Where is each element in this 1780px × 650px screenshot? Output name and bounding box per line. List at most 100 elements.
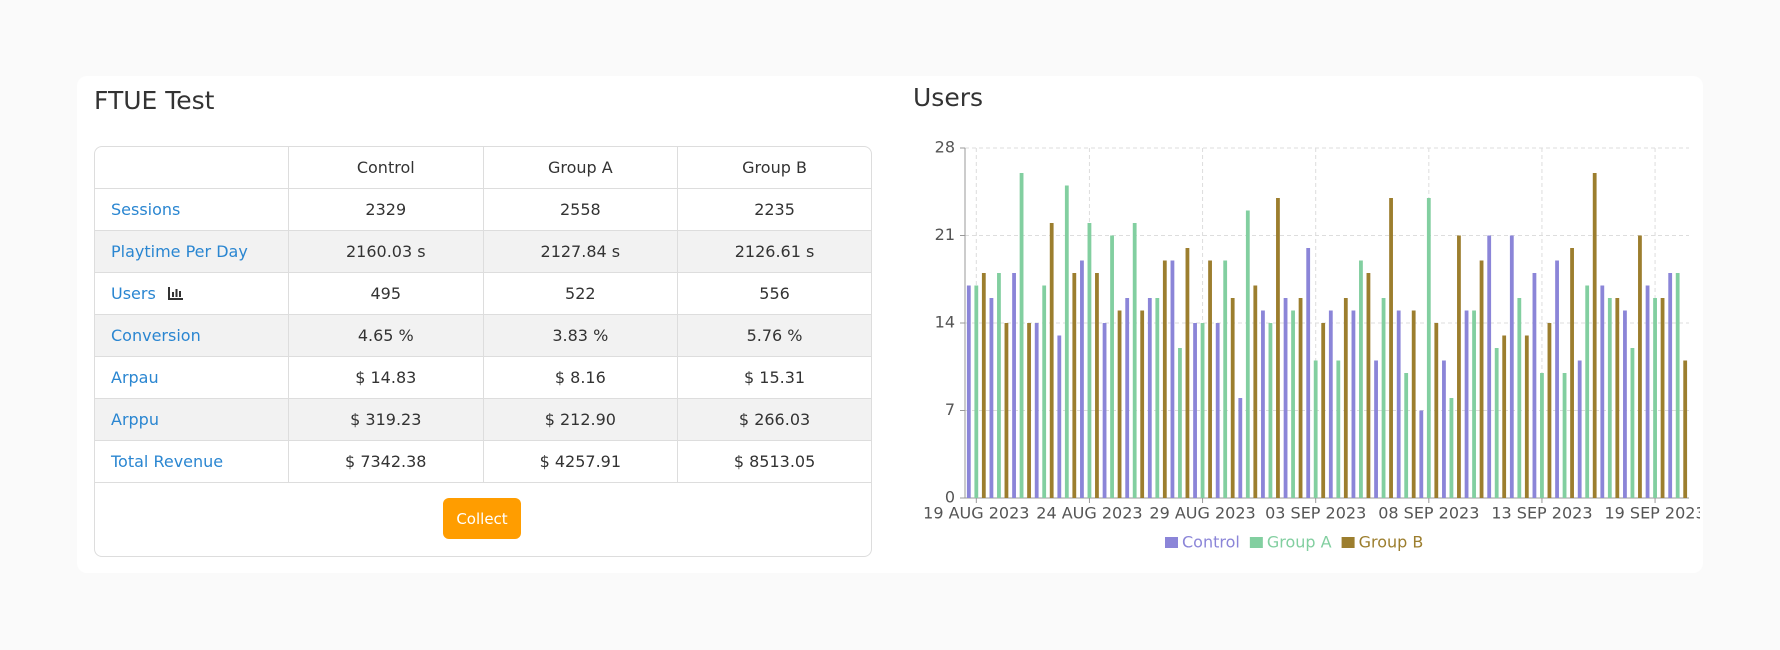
bar [1230,298,1235,498]
row-label: Conversion [95,314,289,357]
cell-text: $ 8.16 [554,368,606,387]
cell-text: 2558 [559,200,601,219]
bar [1479,260,1484,498]
bar [1592,173,1597,498]
row-label: Sessions [95,188,289,231]
row-link[interactable]: Arppu [111,410,159,429]
cell-text: $ 15.31 [744,368,806,387]
bar [1607,298,1612,498]
bar [1004,323,1009,498]
table-row: Total Revenue $ 7342.38 $ 4257.91 $ 8513.05 [95,440,871,483]
cell: $ 14.83 [288,356,484,399]
cell-text: 2235 [754,200,795,219]
row-label: Arpau [95,356,289,399]
row-link[interactable]: Sessions [111,200,181,219]
bar [1193,323,1197,498]
cell-text: 2127.84 s [540,242,621,261]
bar [1313,360,1318,498]
row-link[interactable]: Conversion [111,326,201,345]
cell-text: 522 [565,284,596,303]
cell: 2126.61 s [677,230,871,273]
cell-text: $ 319.23 [350,410,422,429]
bar [1532,273,1537,498]
row-link[interactable]: Total Revenue [111,452,224,471]
chart-icon[interactable] [167,286,184,300]
bar [1276,198,1280,498]
bar [989,298,994,498]
cell: 2235 [677,188,871,231]
bar [1087,223,1092,498]
bar [1600,285,1605,498]
bar [1366,273,1371,498]
bar [1645,285,1650,498]
bar [1336,360,1341,498]
bar [1253,285,1258,498]
cell: 2329 [288,188,484,231]
row-link[interactable]: Users [111,284,156,303]
cell-text: 3.83 % [552,326,609,345]
bar [1343,298,1348,498]
bar [1117,310,1122,498]
bar [1102,323,1107,498]
bar [1170,260,1175,498]
bar [1049,223,1054,498]
bar [1200,323,1205,498]
row-label: Users [95,272,289,315]
bar [1675,273,1680,498]
x-tick-label: 08 SEP 2023 [1378,504,1479,523]
row-link[interactable]: Arpau [111,368,159,387]
bar [1464,310,1469,498]
bar [1555,260,1559,498]
table-row: Sessions 2329 2558 2235 [95,188,871,231]
y-tick-label: 21 [935,225,955,244]
bar [1215,323,1220,498]
bar [1457,235,1461,498]
cell: 4.65 % [288,314,484,357]
cell-text: 4.65 % [357,326,414,345]
bar [1034,323,1039,498]
table-row: Arpau $ 14.83 $ 8.16 $ 15.31 [95,356,871,399]
bar [1027,323,1031,498]
bar [1404,373,1409,498]
cell-text: $ 14.83 [355,368,417,387]
row-link[interactable]: Playtime Per Day [111,242,248,261]
bar [1208,260,1212,498]
bar [1494,348,1499,498]
bar [1261,310,1265,498]
bar [1683,360,1688,498]
legend-label: Control [1182,533,1240,552]
bar [1638,235,1642,498]
table: Control Group A Group B Sessions 2329 2558 223… [95,147,871,483]
bar [1125,298,1130,498]
bar [1359,260,1363,498]
y-tick-label: 28 [935,138,955,157]
bar [1524,335,1529,498]
cell: 522 [483,272,679,315]
bar [1434,323,1439,498]
bar [1155,298,1160,498]
bar [966,285,971,498]
bar [1374,360,1378,498]
bar [1223,260,1228,498]
bar [1019,173,1024,498]
cell-text: $ 8513.05 [733,452,816,471]
cell: $ 8513.05 [677,440,871,483]
bar [1419,410,1424,498]
collect-button[interactable]: Collect [443,498,521,539]
bar [1072,273,1077,498]
bar [1268,323,1273,498]
bar [1178,348,1182,498]
bar [974,285,979,498]
header-cell: Group A [483,147,679,189]
cell: $ 4257.91 [483,440,679,483]
header-row: Control Group A Group B [95,147,871,189]
cell-text: 2160.03 s [345,242,426,261]
bar [1502,335,1507,498]
legend-swatch [1249,537,1263,548]
cell: $ 8.16 [483,356,679,399]
bar [1426,198,1431,498]
cell: 495 [288,272,484,315]
bar [1132,223,1137,498]
bar [1449,398,1454,498]
bar [1660,298,1665,498]
